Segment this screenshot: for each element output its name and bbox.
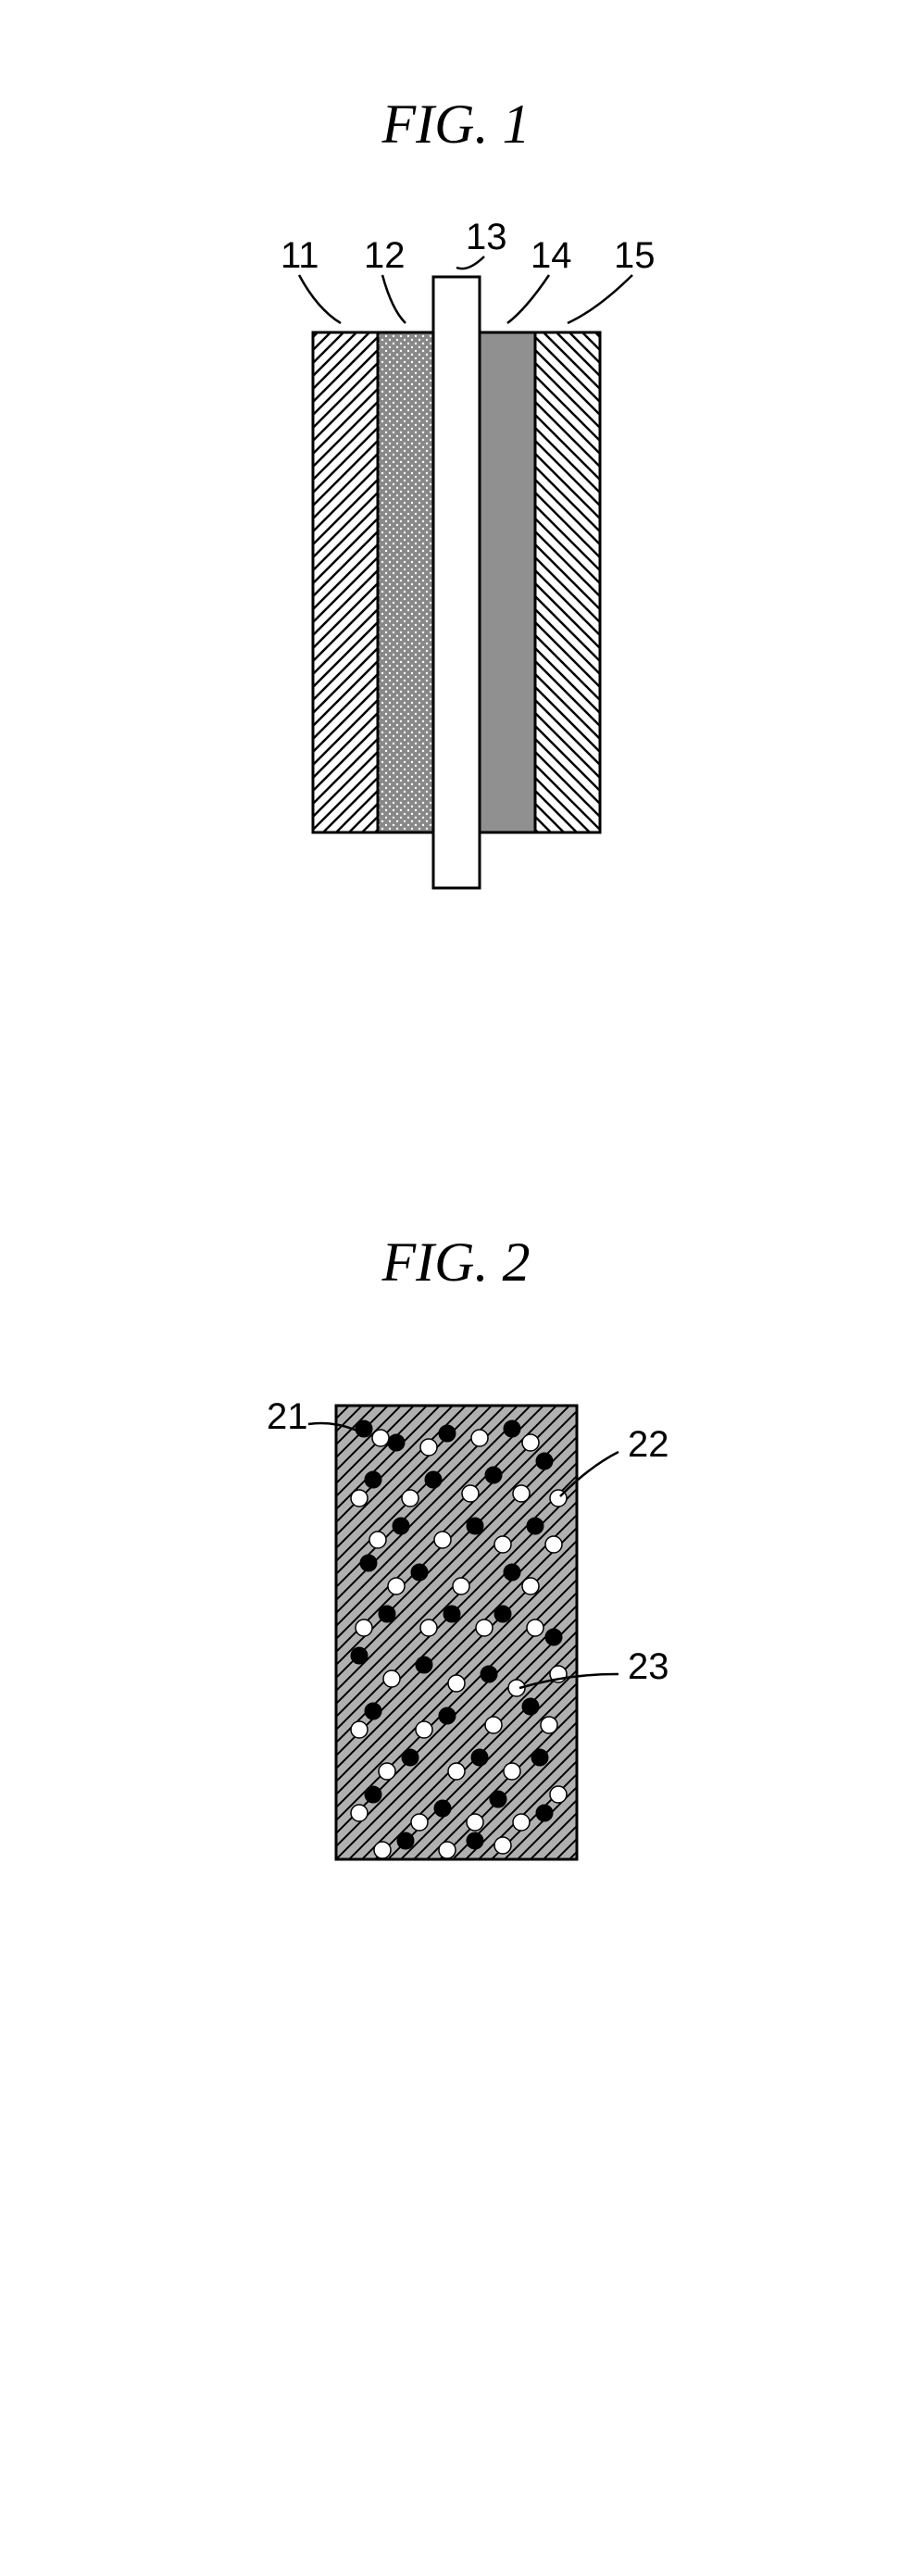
light-particle <box>448 1675 465 1692</box>
light-particle <box>504 1763 520 1780</box>
light-particle <box>545 1536 562 1553</box>
dark-particle <box>393 1518 409 1534</box>
dark-particle <box>531 1749 548 1766</box>
dark-particle <box>425 1471 442 1488</box>
layer-13 <box>433 277 480 888</box>
light-particle <box>471 1430 488 1446</box>
layer-12 <box>378 332 433 832</box>
light-particle <box>467 1814 483 1831</box>
leader-14 <box>507 275 549 323</box>
light-particle <box>513 1814 530 1831</box>
light-particle <box>420 1439 437 1456</box>
dark-particle <box>356 1420 372 1437</box>
dark-particle <box>522 1698 539 1715</box>
light-particle <box>494 1837 511 1854</box>
dark-particle <box>365 1786 381 1803</box>
light-particle <box>494 1536 511 1553</box>
dark-particle <box>439 1707 456 1724</box>
light-particle <box>356 1619 372 1636</box>
layer-15 <box>535 332 600 832</box>
dark-particle <box>536 1453 553 1469</box>
fig2-container: FIG. 2 21 22 23 <box>0 1027 912 1998</box>
light-particle <box>372 1430 389 1446</box>
label-11: 11 <box>281 235 319 276</box>
dark-particle <box>402 1749 419 1766</box>
leader-13 <box>456 256 484 269</box>
fig1-container: FIG. 1 11 12 13 14 15 <box>0 0 912 1027</box>
fig1-title: FIG. 1 <box>382 93 531 156</box>
dark-particle <box>504 1564 520 1581</box>
dark-particle <box>434 1800 451 1817</box>
dark-particle <box>444 1606 460 1622</box>
dark-particle <box>485 1467 502 1483</box>
fig2-svg: 21 22 23 <box>132 1350 781 1998</box>
dark-particle <box>504 1420 520 1437</box>
light-particle <box>453 1578 469 1594</box>
dark-particle <box>536 1805 553 1821</box>
light-particle <box>522 1578 539 1594</box>
dark-particle <box>379 1606 395 1622</box>
dark-particle <box>360 1555 377 1571</box>
light-particle <box>485 1717 502 1733</box>
light-particle <box>383 1670 400 1687</box>
layer-14 <box>480 332 535 832</box>
label-21: 21 <box>267 1396 308 1437</box>
dark-particle <box>481 1666 497 1682</box>
light-particle <box>439 1842 456 1858</box>
light-particle <box>420 1619 437 1636</box>
light-particle <box>522 1434 539 1451</box>
light-particle <box>448 1763 465 1780</box>
light-particle <box>476 1619 493 1636</box>
light-particle <box>351 1805 368 1821</box>
dark-particle <box>467 1518 483 1534</box>
label-23: 23 <box>628 1646 669 1687</box>
light-particle <box>369 1532 386 1548</box>
dark-particle <box>527 1518 543 1534</box>
leader-11 <box>299 275 341 323</box>
light-particle <box>402 1490 419 1507</box>
light-particle <box>550 1786 567 1803</box>
dark-particle <box>494 1606 511 1622</box>
light-particle <box>388 1578 405 1594</box>
light-particle <box>379 1763 395 1780</box>
dark-particle <box>397 1832 414 1849</box>
label-22: 22 <box>628 1424 669 1465</box>
light-particle <box>374 1842 391 1858</box>
fig2-title: FIG. 2 <box>382 1231 531 1294</box>
dark-particle <box>365 1471 381 1488</box>
light-particle <box>527 1619 543 1636</box>
leader-12 <box>382 275 406 323</box>
light-particle <box>462 1485 479 1502</box>
light-particle <box>411 1814 428 1831</box>
dark-particle <box>471 1749 488 1766</box>
light-particle <box>541 1717 557 1733</box>
layer-11 <box>313 332 378 832</box>
dark-particle <box>416 1657 432 1673</box>
dark-particle <box>365 1703 381 1719</box>
dark-particle <box>351 1647 368 1664</box>
leader-15 <box>568 275 632 323</box>
light-particle <box>351 1490 368 1507</box>
label-14: 14 <box>531 235 572 276</box>
dark-particle <box>545 1629 562 1645</box>
dark-particle <box>439 1425 456 1442</box>
light-particle <box>513 1485 530 1502</box>
light-particle <box>434 1532 451 1548</box>
dark-particle <box>388 1434 405 1451</box>
label-12: 12 <box>364 235 406 276</box>
label-15: 15 <box>614 235 656 276</box>
dark-particle <box>490 1791 506 1807</box>
light-particle <box>351 1721 368 1738</box>
label-13: 13 <box>466 217 507 257</box>
dark-particle <box>411 1564 428 1581</box>
dark-particle <box>467 1832 483 1849</box>
light-particle <box>416 1721 432 1738</box>
fig1-svg: 11 12 13 14 15 <box>132 194 781 1027</box>
